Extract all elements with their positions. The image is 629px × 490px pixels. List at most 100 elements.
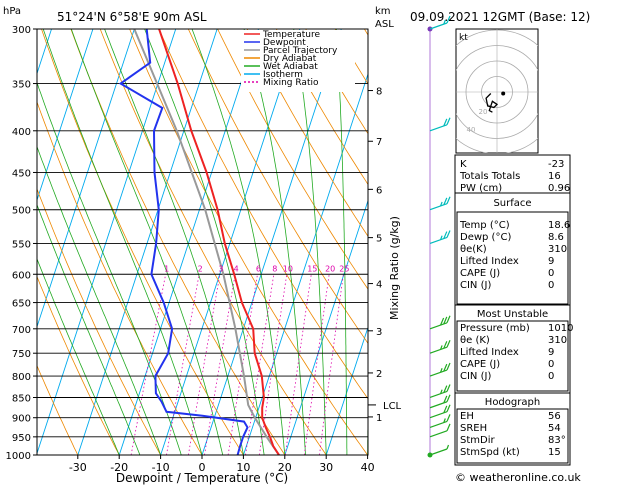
table-row-label: Temp (°C) [459, 220, 510, 231]
mixing-ratio-value-label: 6 [256, 264, 261, 273]
mixing-ratio-value-label: 10 [283, 264, 293, 273]
table-row-label: SREH [460, 423, 487, 434]
plot-frame [37, 29, 368, 455]
dry-adiabat-line [33, 5, 254, 473]
wind-barb [430, 363, 450, 376]
wind-barbs [428, 16, 451, 458]
table-row-value: -23 [548, 159, 564, 170]
table-row-label: CIN (J) [460, 371, 491, 382]
x-tick-label: 40 [361, 461, 375, 474]
table-row-value: 310 [548, 335, 567, 346]
wet-adiabat-line [35, 5, 202, 455]
datetime-title: 09.09.2021 12GMT (Base: 12) [410, 10, 590, 24]
table-row-label: Pressure (mb) [460, 323, 530, 334]
altitude-km-label: 1 [376, 413, 382, 424]
hodograph-ring-label: 20 [479, 108, 488, 116]
pressure-tick-label: 550 [12, 239, 31, 250]
table-row-label: Lifted Index [460, 347, 519, 358]
table-row-value: 0 [548, 268, 554, 279]
pressure-tick-label: 1000 [6, 451, 31, 462]
wind-barb [430, 118, 450, 131]
isotherm-line [72, 5, 225, 473]
mixing-ratio-value-label: 4 [234, 264, 239, 273]
table-row-label: CIN (J) [460, 280, 491, 291]
altitude-km-label: 6 [376, 185, 382, 196]
wet-adiabat-line [63, 5, 223, 455]
table-row-label: θe (K) [460, 335, 490, 346]
mixing-ratio-value-label: 1 [164, 264, 169, 273]
table-row-value: 16 [548, 171, 561, 182]
altitude-km-label: 5 [376, 234, 382, 245]
wind-barb [430, 340, 450, 353]
x-tick-label: 30 [319, 461, 333, 474]
table-row-label: Dewp (°C) [460, 232, 511, 243]
table-row-value: 54 [548, 423, 561, 434]
table-row-value: 9 [548, 347, 554, 358]
table-row-label: Lifted Index [460, 256, 519, 267]
table-row-value: 15 [548, 447, 561, 458]
table-row-label: K [460, 159, 467, 170]
pressure-tick-label: 700 [12, 325, 31, 336]
table-row-value: 0 [548, 280, 554, 291]
pressure-tick-label: 900 [12, 414, 31, 425]
pressure-tick-label: 450 [12, 168, 31, 179]
table-row-value: 1010 [548, 323, 573, 334]
hpa-unit-label: hPa [3, 6, 21, 17]
altitude-km-label: 8 [376, 87, 382, 98]
table-row-value: 9 [548, 256, 554, 267]
altitude-km-label: 7 [376, 137, 382, 148]
pressure-tick-label: 500 [12, 206, 31, 217]
table-row-value: 0 [548, 359, 554, 370]
table-row-value: 18.6 [548, 220, 570, 231]
lcl-label: LCL [383, 401, 402, 412]
surface-table-title: Surface [493, 198, 531, 209]
location-title: 51°24'N 6°58'E 90m ASL [57, 10, 207, 24]
pressure-tick-label: 750 [12, 349, 31, 360]
x-axis-title: Dewpoint / Temperature (°C) [116, 471, 288, 485]
mixing-ratio-axis-title: Mixing Ratio (g/kg) [388, 216, 401, 320]
table-row-label: PW (cm) [460, 183, 502, 194]
dry-adiabat-line [5, 5, 213, 473]
x-tick-label: -30 [69, 461, 87, 474]
pressure-tick-label: 350 [12, 80, 31, 91]
pressure-tick-label: 300 [12, 25, 31, 36]
storm-motion-marker [501, 92, 505, 96]
hodograph-unit-label: kt [459, 33, 468, 43]
altitude-km-label: 2 [376, 369, 382, 380]
pressure-tick-label: 800 [12, 372, 31, 383]
km-unit-label: km [375, 6, 391, 17]
legend-label: Mixing Ratio [263, 78, 319, 88]
wind-barb [430, 316, 450, 329]
hodograph-params-table-title: Hodograph [485, 397, 540, 408]
copyright-text: © weatheronline.co.uk [455, 471, 581, 484]
pressure-tick-label: 650 [12, 299, 31, 310]
pressure-tick-label: 850 [12, 393, 31, 404]
table-row-value: 0 [548, 371, 554, 382]
mixing-ratio-labels: 1 2 3 4 6 8 10 15 20 25 [164, 264, 349, 273]
altitude-km-label: 4 [376, 280, 382, 291]
mixing-ratio-value-label: 8 [272, 264, 277, 273]
table-row-value: 83° [548, 435, 566, 446]
table-row-label: θe(K) [460, 244, 487, 255]
mixing-ratio-value-label: 20 [325, 264, 335, 273]
wind-barb [430, 230, 450, 243]
mixing-ratio-value-label: 15 [307, 264, 317, 273]
dry-adiabat-line [580, 5, 629, 473]
pressure-tick-label: 950 [12, 433, 31, 444]
table-row-label: EH [460, 411, 474, 422]
mixing-ratio-value-label: 2 [198, 264, 203, 273]
table-row-label: StmSpd (kt) [460, 447, 520, 458]
dewpoint-line [121, 29, 248, 455]
pressure-tick-label: 400 [12, 127, 31, 138]
most-unstable-table-title: Most Unstable [477, 309, 548, 320]
wind-barb [430, 197, 450, 210]
mixing-ratio-value-label: 25 [339, 264, 349, 273]
table-row-value: 0.96 [548, 183, 570, 194]
wind-barb [430, 445, 449, 455]
mixing-ratio-value-label: 3 [218, 264, 223, 273]
